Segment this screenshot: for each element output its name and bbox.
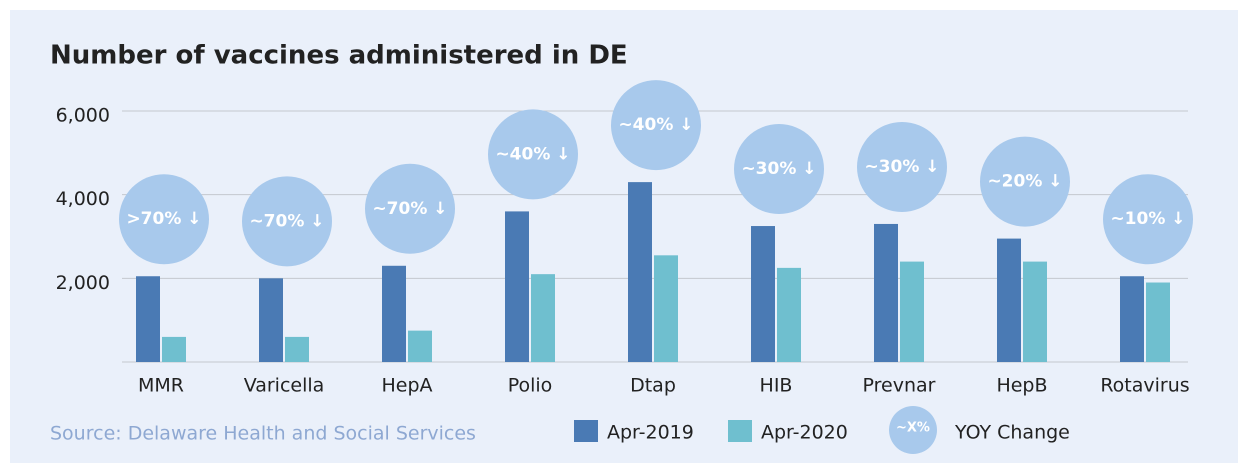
y-tick-label: 2,000 (56, 272, 110, 294)
yoy-bubble (611, 80, 701, 171)
yoy-bubble (242, 176, 332, 267)
bar (1120, 276, 1144, 362)
bar (136, 276, 160, 362)
source: Source: Delaware Health and Social Servi… (50, 423, 476, 445)
yoy-bubble (488, 109, 578, 200)
yoy-label: ~10% ↓ (1110, 209, 1185, 229)
legend-swatch (728, 420, 752, 442)
bar (751, 226, 775, 362)
yoy-label: ~40% ↓ (495, 144, 570, 164)
yoy-label: ~20% ↓ (987, 172, 1062, 192)
yoy-bubble (1103, 174, 1193, 265)
legend-label: Apr-2020 (761, 422, 848, 444)
bar (777, 267, 801, 362)
yoy-label: ~70% ↓ (372, 199, 447, 219)
legend-label: YOY Change (954, 422, 1070, 444)
yoy-bubble (119, 174, 209, 265)
y-tick-label: 4,000 (56, 188, 110, 210)
x-tick-label: HIB (760, 375, 793, 397)
bar (997, 238, 1021, 362)
x-tick-label: Rotavirus (1100, 375, 1189, 397)
yoy-label: ~30% ↓ (864, 157, 939, 177)
bar (382, 265, 406, 362)
legend-bubble (889, 406, 937, 454)
yoy-label: ~30% ↓ (741, 159, 816, 179)
bar (1023, 261, 1047, 362)
bar (162, 336, 186, 362)
bar (1146, 282, 1170, 362)
bar (654, 255, 678, 362)
yoy-label: >70% ↓ (126, 209, 201, 229)
yoy-bubble (980, 136, 1070, 227)
bar (285, 336, 309, 362)
yoy-bubble (734, 124, 824, 215)
panel (10, 10, 1238, 463)
y-tick-label: 6,000 (56, 105, 110, 127)
yoy-label: ~70% ↓ (249, 211, 324, 231)
legend-label: Apr-2019 (607, 422, 694, 444)
bar (874, 223, 898, 362)
x-tick-label: HepB (996, 375, 1047, 397)
x-tick-label: Varicella (244, 375, 325, 397)
x-tick-label: Dtap (630, 375, 676, 397)
legend-swatch (574, 420, 598, 442)
x-tick-label: Prevnar (863, 375, 936, 397)
legend-bubble-label: ~X% (896, 421, 930, 436)
bar (259, 278, 283, 362)
chart-title: Number of vaccines administered in DE (50, 41, 628, 71)
bar (628, 182, 652, 362)
x-tick-label: Polio (508, 375, 553, 397)
bar (900, 261, 924, 362)
yoy-bubble (857, 121, 947, 212)
yoy-label: ~40% ↓ (618, 115, 693, 135)
x-tick-label: HepA (381, 375, 432, 397)
x-tick-label: MMR (138, 375, 184, 397)
bar (408, 330, 432, 362)
yoy-bubble (365, 163, 455, 254)
bar (531, 274, 555, 362)
bar (505, 211, 529, 362)
